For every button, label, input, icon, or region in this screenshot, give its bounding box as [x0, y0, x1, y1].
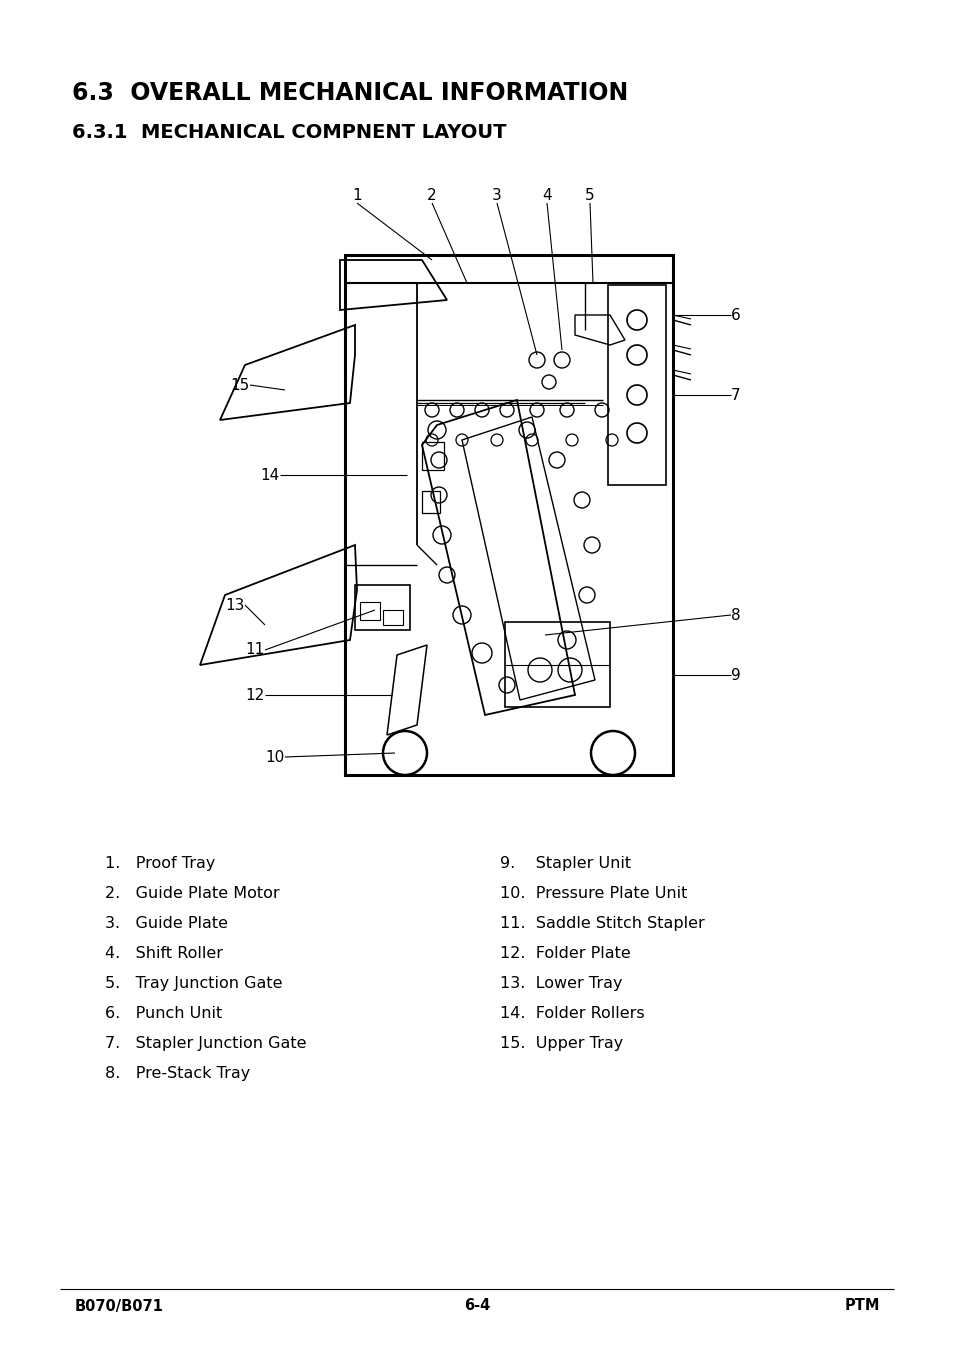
Text: 4.   Shift Roller: 4. Shift Roller [105, 946, 223, 961]
Text: 13.  Lower Tray: 13. Lower Tray [499, 975, 622, 992]
Text: 14: 14 [260, 467, 280, 482]
Text: 15.  Upper Tray: 15. Upper Tray [499, 1036, 622, 1051]
Text: 7: 7 [730, 388, 740, 403]
Text: 9.    Stapler Unit: 9. Stapler Unit [499, 857, 631, 871]
Bar [359, 603, 379, 620]
Text: 1: 1 [352, 188, 361, 203]
Text: 12: 12 [246, 688, 265, 703]
Text: 9: 9 [730, 667, 740, 682]
Bar [504, 621, 609, 707]
Text: 1.   Proof Tray: 1. Proof Tray [105, 857, 215, 871]
Bar [421, 442, 443, 470]
Text: 15: 15 [231, 377, 250, 393]
Text: 13: 13 [226, 597, 245, 612]
Text: 8: 8 [730, 608, 740, 623]
Text: B070/B071: B070/B071 [75, 1298, 164, 1313]
Text: 5: 5 [584, 188, 594, 203]
Bar [345, 255, 672, 775]
Text: 11.  Saddle Stitch Stapler: 11. Saddle Stitch Stapler [499, 916, 704, 931]
Bar [421, 490, 439, 513]
Text: 2.   Guide Plate Motor: 2. Guide Plate Motor [105, 886, 279, 901]
Text: 14.  Folder Rollers: 14. Folder Rollers [499, 1006, 644, 1021]
Text: 6.3  OVERALL MECHANICAL INFORMATION: 6.3 OVERALL MECHANICAL INFORMATION [71, 81, 628, 105]
Text: 10.  Pressure Plate Unit: 10. Pressure Plate Unit [499, 886, 687, 901]
Text: 3.   Guide Plate: 3. Guide Plate [105, 916, 228, 931]
Text: 8.   Pre-Stack Tray: 8. Pre-Stack Tray [105, 1066, 250, 1081]
Text: PTM: PTM [843, 1298, 879, 1313]
Text: 6-4: 6-4 [463, 1298, 490, 1313]
Text: 3: 3 [492, 188, 501, 203]
Text: 6.3.1  MECHANICAL COMPNENT LAYOUT: 6.3.1 MECHANICAL COMPNENT LAYOUT [71, 123, 506, 142]
Text: 10: 10 [266, 750, 285, 765]
Text: 6: 6 [730, 308, 740, 323]
Bar [382, 611, 402, 626]
Bar [355, 585, 410, 630]
Text: 12.  Folder Plate: 12. Folder Plate [499, 946, 630, 961]
Text: 4: 4 [541, 188, 551, 203]
Bar [607, 285, 665, 485]
Text: 5.   Tray Junction Gate: 5. Tray Junction Gate [105, 975, 282, 992]
Text: 7.   Stapler Junction Gate: 7. Stapler Junction Gate [105, 1036, 306, 1051]
Text: 6.   Punch Unit: 6. Punch Unit [105, 1006, 222, 1021]
Text: 2: 2 [427, 188, 436, 203]
Text: 11: 11 [246, 643, 265, 658]
